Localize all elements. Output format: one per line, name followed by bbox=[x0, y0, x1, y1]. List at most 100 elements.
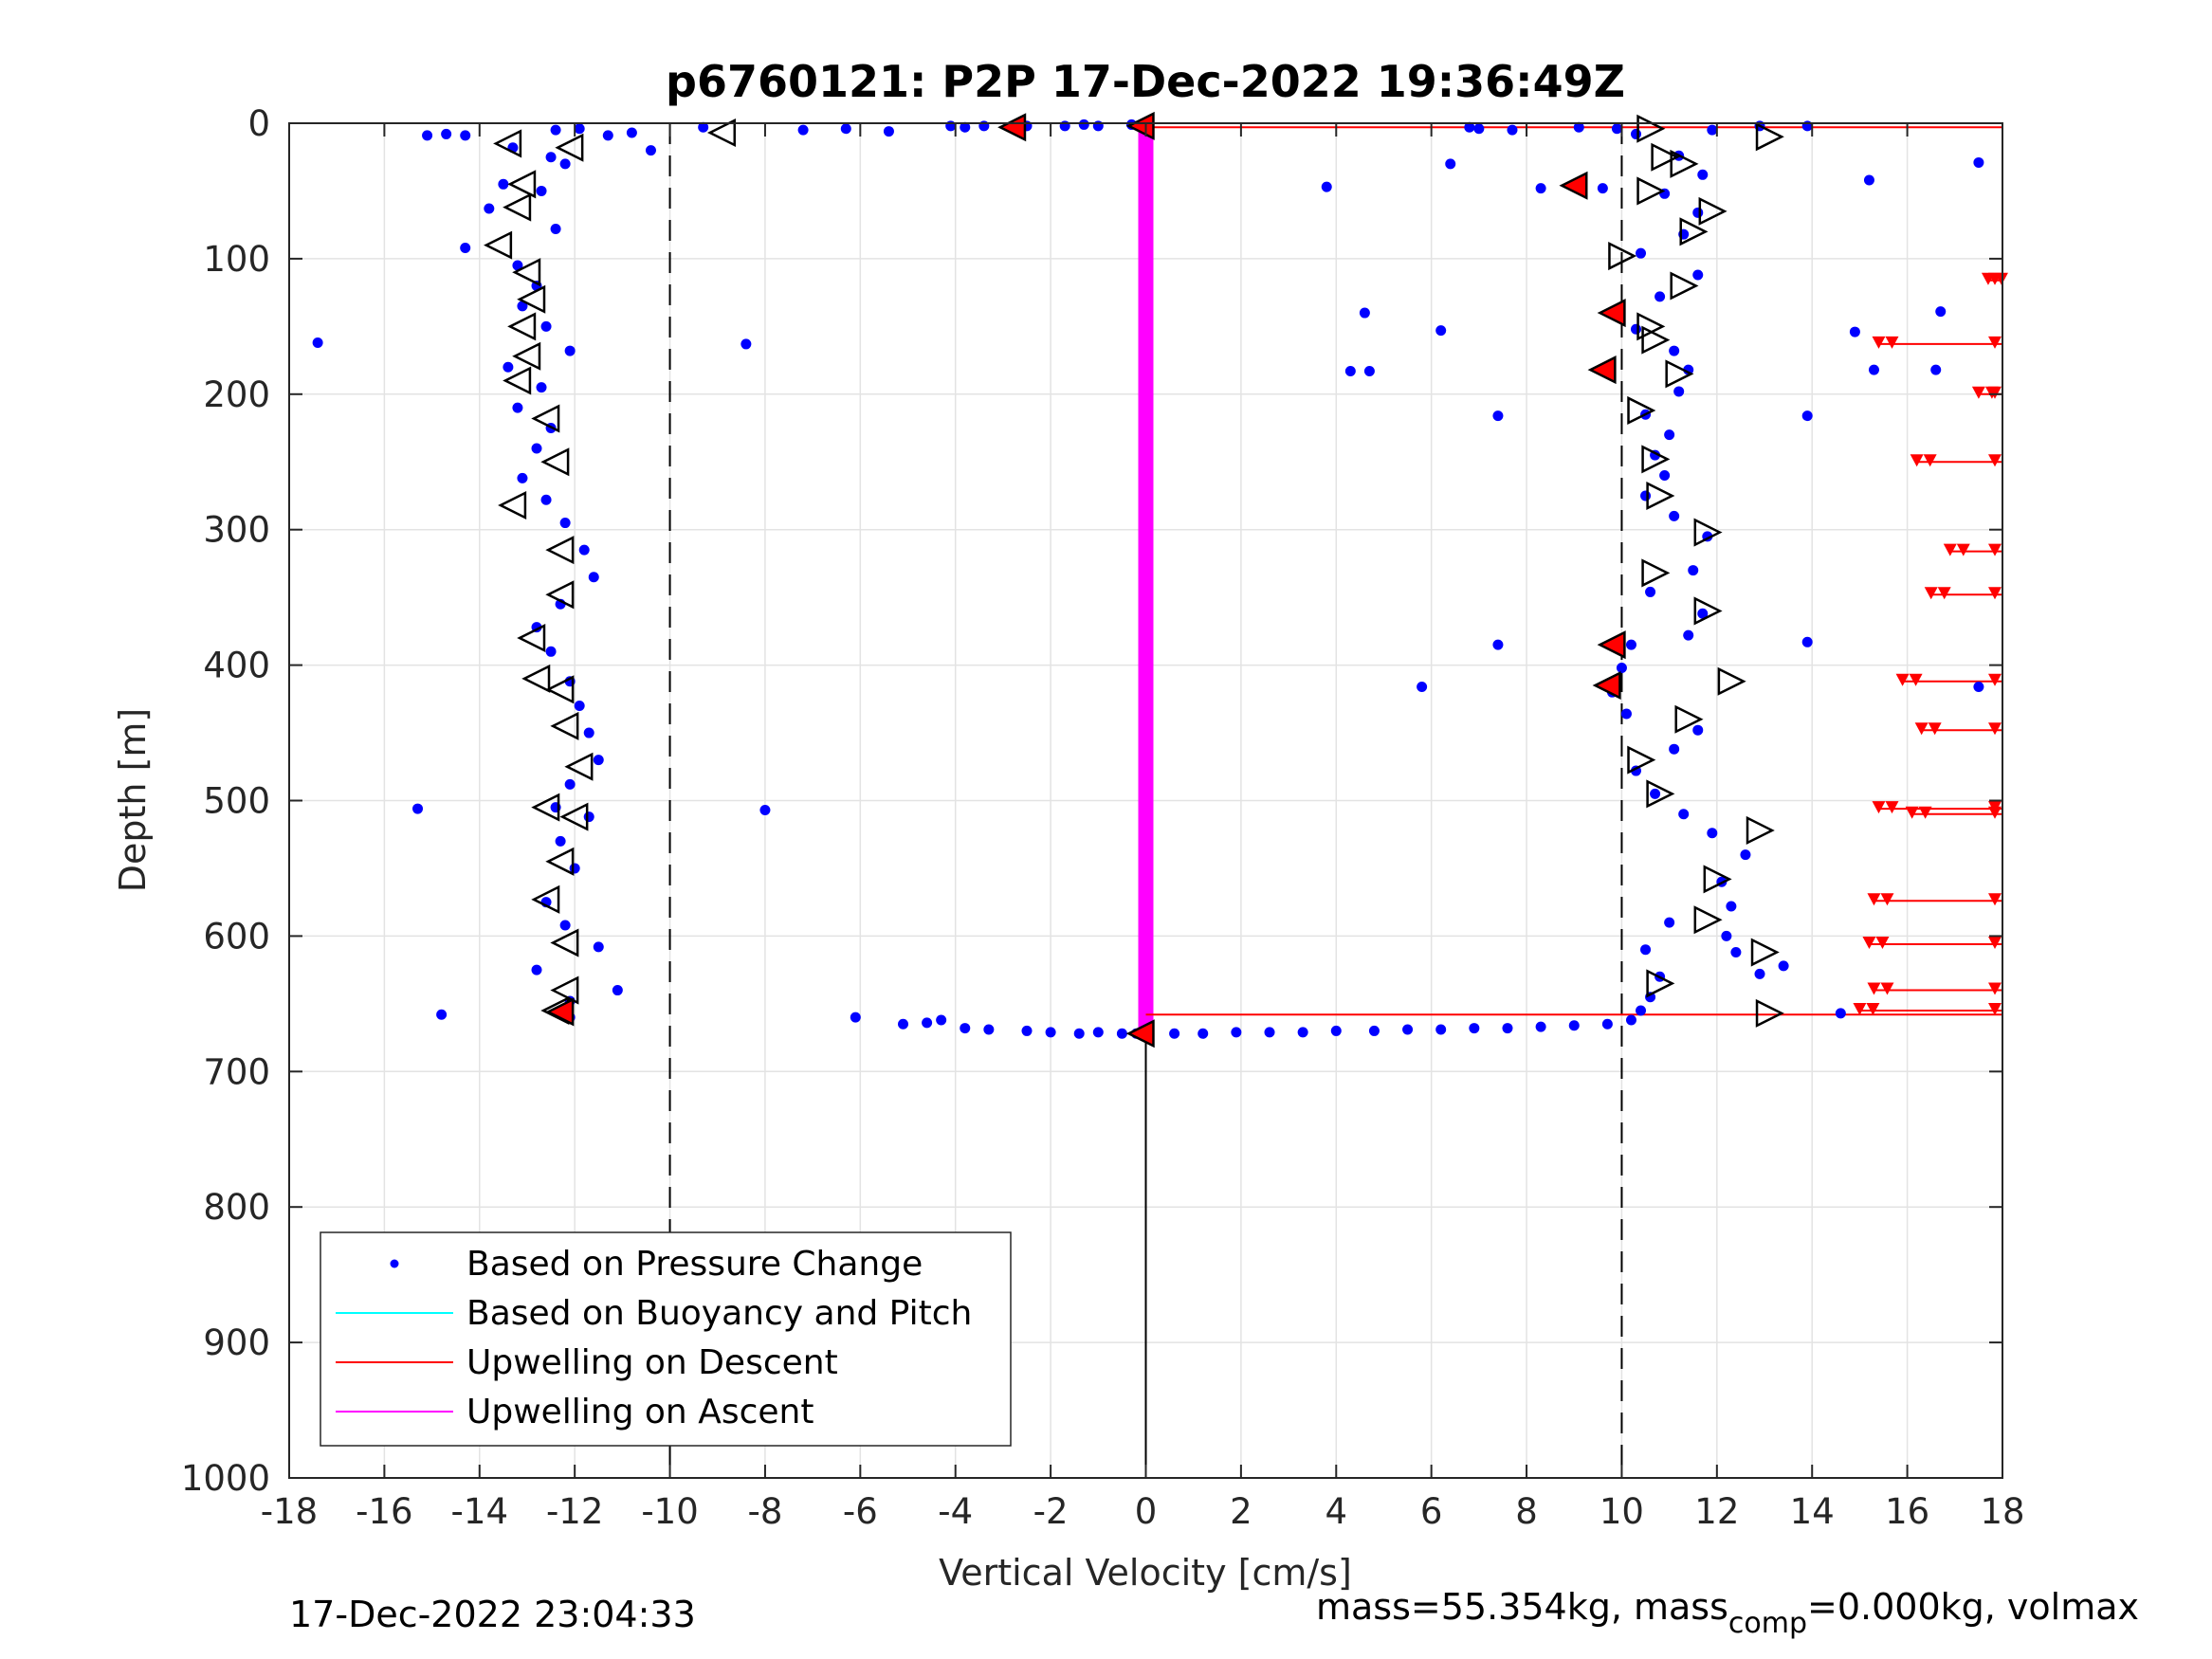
pressure-change-point bbox=[759, 805, 771, 816]
pressure-change-point bbox=[536, 382, 547, 393]
pressure-change-point bbox=[1801, 410, 1813, 422]
pressure-change-point bbox=[1045, 1027, 1056, 1038]
pressure-change-point bbox=[1697, 169, 1709, 180]
pressure-change-point bbox=[559, 158, 571, 170]
pressure-change-point bbox=[545, 152, 557, 163]
upwelling-descent-marker bbox=[1880, 893, 1894, 906]
upwelling-descent-marker bbox=[1866, 1002, 1880, 1015]
x-tick-label: -4 bbox=[938, 1491, 973, 1532]
pressure-change-point bbox=[312, 337, 323, 348]
ascent-triangle-marker bbox=[1703, 865, 1732, 894]
x-tick-label: 4 bbox=[1325, 1491, 1348, 1532]
pressure-change-point bbox=[1669, 510, 1680, 521]
upwelling-descent-marker bbox=[1988, 806, 2002, 819]
pressure-change-point bbox=[1473, 123, 1485, 135]
descent-triangle-marker bbox=[531, 404, 560, 433]
pressure-change-point bbox=[1673, 386, 1685, 397]
descent-triangle-marker bbox=[517, 284, 546, 314]
pressure-change-point bbox=[436, 1009, 448, 1020]
pressure-change-point bbox=[1664, 917, 1675, 928]
x-tick-label: 10 bbox=[1600, 1491, 1644, 1532]
y-tick-label: 800 bbox=[203, 1187, 270, 1228]
pressure-change-point bbox=[564, 345, 576, 356]
upwelling-descent-marker bbox=[1923, 454, 1937, 467]
descent-triangle-marker bbox=[545, 847, 575, 876]
ascent-triangle-marker bbox=[1755, 122, 1784, 152]
x-tick-label: 8 bbox=[1515, 1491, 1538, 1532]
pressure-change-point bbox=[1973, 156, 1984, 168]
upwelling-descent-marker bbox=[1988, 1002, 2002, 1015]
pressure-change-point bbox=[1683, 629, 1694, 641]
descent-triangle-marker bbox=[550, 711, 579, 740]
pressure-change-point bbox=[850, 1012, 861, 1023]
legend-label-descent: Upwelling on Descent bbox=[466, 1343, 838, 1382]
pressure-change-point bbox=[1863, 174, 1874, 186]
descent-triangle-marker bbox=[559, 802, 589, 831]
upwelling-descent-marker bbox=[1885, 801, 1899, 814]
pressure-change-point bbox=[1535, 183, 1546, 194]
descent-triangle-marker bbox=[540, 447, 570, 477]
pressure-change-point bbox=[1231, 1027, 1242, 1038]
pressure-change-point bbox=[740, 338, 752, 350]
pressure-change-point bbox=[1620, 708, 1632, 720]
x-tick-label: -12 bbox=[546, 1491, 603, 1532]
upwelling-descent-marker bbox=[1905, 806, 1919, 819]
upwelling-descent-marker bbox=[1880, 982, 1894, 995]
descent-triangle-marker bbox=[531, 884, 560, 914]
upwelling-descent-marker bbox=[1910, 454, 1924, 467]
triangle-markers bbox=[484, 111, 1784, 1048]
red-filled-marker bbox=[1592, 671, 1621, 701]
pressure-change-point bbox=[936, 1014, 947, 1026]
descent-triangle-marker bbox=[555, 133, 584, 162]
ascent-triangle-marker bbox=[1627, 395, 1656, 425]
pressure-change-point bbox=[1492, 410, 1504, 422]
pressure-change-point bbox=[1469, 1023, 1480, 1034]
upwelling-descent-marker bbox=[1909, 673, 1923, 686]
pressure-change-point bbox=[960, 1023, 971, 1034]
pressure-change-point bbox=[1930, 364, 1942, 375]
pressure-change-point bbox=[1631, 128, 1642, 139]
y-tick-label: 400 bbox=[203, 646, 270, 686]
upwelling-descent-marker bbox=[1872, 801, 1886, 814]
legend-label-pressure: Based on Pressure Change bbox=[466, 1245, 923, 1284]
pressure-change-point bbox=[559, 920, 571, 931]
pressure-change-point bbox=[1849, 326, 1860, 337]
pressure-change-point bbox=[531, 443, 542, 454]
descent-triangle-marker bbox=[503, 192, 532, 222]
upwelling-descent-marker bbox=[1988, 336, 2002, 349]
ascent-triangle-marker bbox=[1646, 969, 1675, 998]
pressure-change-point bbox=[1973, 681, 1984, 692]
ascent-triangle-marker bbox=[1608, 242, 1637, 271]
red-filled-marker bbox=[1125, 1019, 1155, 1048]
pressure-change-point bbox=[536, 185, 547, 196]
upwelling-descent-marker bbox=[1988, 982, 2002, 995]
upwelling-descent-marker bbox=[1914, 722, 1929, 736]
descent-triangle-marker bbox=[517, 623, 546, 653]
pressure-change-point bbox=[1688, 565, 1699, 576]
ascent-triangle-marker bbox=[1674, 704, 1704, 734]
pressure-change-point bbox=[626, 127, 637, 138]
legend-label-buoyancy: Based on Buoyancy and Pitch bbox=[466, 1294, 972, 1333]
descent-triangle-marker bbox=[706, 118, 737, 148]
y-tick-label: 0 bbox=[247, 103, 270, 144]
x-tick-label: 18 bbox=[1980, 1491, 2024, 1532]
pressure-change-point bbox=[1611, 123, 1622, 135]
upwelling-descent-marker bbox=[1988, 722, 2002, 736]
ascent-triangle-marker bbox=[1670, 271, 1699, 301]
pressure-change-point bbox=[512, 260, 523, 271]
pressure-change-point bbox=[1116, 1028, 1127, 1039]
upwelling-descent-marker bbox=[1867, 982, 1881, 995]
descent-triangle-marker bbox=[545, 675, 575, 704]
ascent-triangle-marker bbox=[1693, 596, 1723, 626]
x-tick-label: 14 bbox=[1790, 1491, 1835, 1532]
ascent-triangle-marker bbox=[1693, 905, 1723, 935]
upwelling-lines bbox=[1138, 125, 2008, 1031]
pressure-change-point bbox=[460, 242, 471, 253]
pressure-change-point bbox=[1740, 849, 1751, 861]
footer-mass-rest: =0.000kg, volmax bbox=[1807, 1586, 2139, 1628]
upwelling-descent-marker bbox=[1988, 272, 2002, 285]
pressure-change-point bbox=[1597, 183, 1608, 194]
upwelling-descent-marker bbox=[1918, 806, 1932, 819]
legend-box bbox=[320, 1231, 1012, 1447]
pressure-change-point bbox=[574, 123, 585, 135]
